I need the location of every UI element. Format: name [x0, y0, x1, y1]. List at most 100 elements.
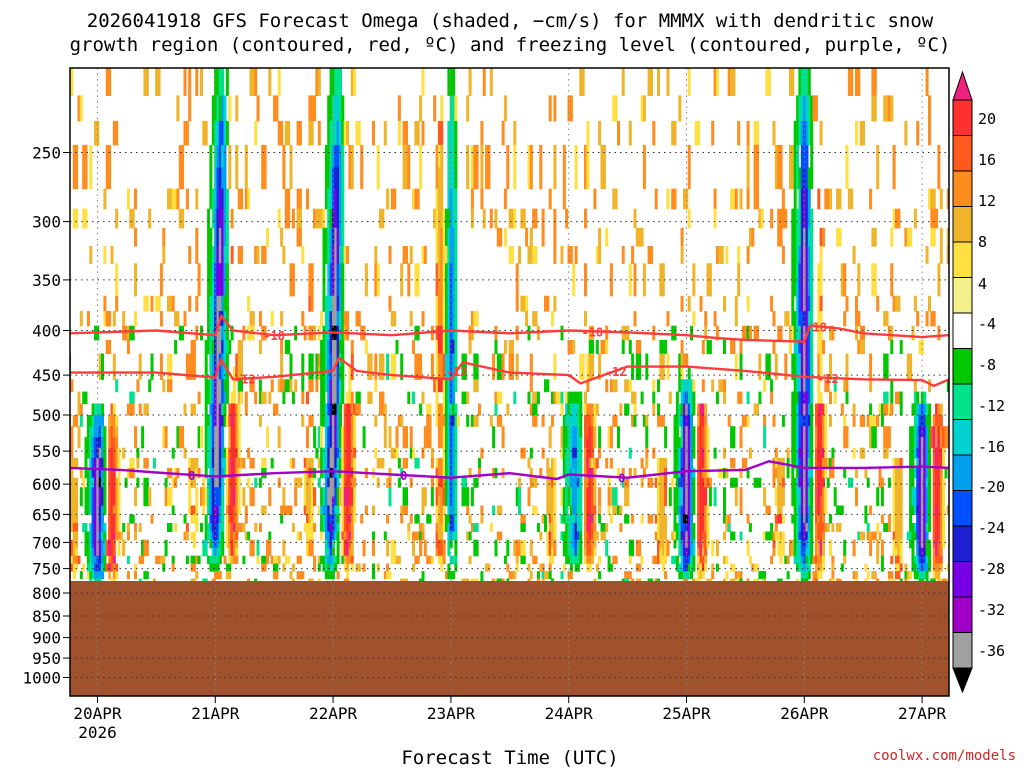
omega-cell [374, 279, 378, 297]
omega-cell [86, 547, 90, 557]
omega-cell [565, 531, 569, 541]
omega-cell [511, 208, 514, 229]
omega-cell [503, 339, 507, 355]
omega-cell [920, 496, 924, 507]
omega-cell [937, 144, 941, 168]
omega-cell [692, 539, 696, 549]
omega-cell [814, 531, 818, 541]
omega-cell [690, 457, 693, 469]
omega-cell [913, 571, 917, 580]
omega-cell [320, 487, 324, 498]
omega-cell [103, 555, 107, 565]
omega-cell [437, 246, 441, 264]
omega-cell [909, 487, 913, 498]
omega-cell [847, 188, 851, 210]
omega-cell [673, 457, 677, 469]
omega-cell [631, 415, 635, 427]
omega-cell [414, 514, 418, 524]
omega-cell [209, 467, 213, 479]
omega-cell [437, 279, 441, 297]
omega-cell [91, 467, 95, 479]
omega-cell [591, 366, 595, 380]
omega-cell [598, 496, 602, 507]
omega-cell [298, 555, 302, 565]
omega-cell [228, 457, 232, 469]
omega-cell [817, 263, 821, 281]
omega-cell [829, 391, 832, 405]
omega-cell [134, 563, 137, 572]
omega-cell [207, 426, 211, 438]
omega-cell [548, 563, 552, 572]
omega-cell [357, 120, 361, 146]
omega-cell [98, 555, 102, 565]
omega-cell [591, 437, 595, 449]
omega-cell [864, 563, 868, 572]
omega-cell [916, 531, 920, 541]
omega-cell [817, 514, 821, 524]
omega-cell [421, 68, 425, 96]
omega-cell [925, 426, 929, 438]
omega-cell [609, 487, 613, 498]
omega-cell [763, 379, 767, 393]
omega-cell [334, 208, 338, 229]
omega-cell [82, 391, 86, 405]
omega-cell [942, 514, 946, 524]
omega-cell [633, 467, 637, 479]
omega-cell [308, 120, 312, 146]
omega-cell [508, 339, 512, 355]
omega-cell [819, 555, 823, 565]
omega-cell [807, 547, 811, 557]
omega-cell [817, 523, 821, 532]
omega-cell [412, 563, 415, 572]
y-tick-label: 350 [32, 271, 61, 290]
omega-cell [763, 426, 767, 438]
omega-cell [134, 188, 137, 210]
omega-cell [739, 426, 743, 438]
omega-cell [774, 167, 778, 190]
omega-cell [261, 391, 265, 405]
omega-cell [223, 188, 227, 210]
omega-cell [145, 571, 149, 580]
omega-cell [329, 263, 333, 281]
omega-cell [614, 188, 618, 210]
omega-cell [819, 339, 823, 355]
omega-cell [812, 571, 816, 580]
omega-cell [294, 487, 298, 498]
omega-cell [657, 403, 660, 416]
omega-cell [661, 279, 665, 297]
omega-cell [683, 467, 686, 479]
omega-cell [230, 539, 234, 549]
omega-cell [155, 68, 159, 96]
omega-cell [218, 208, 222, 229]
omega-cell [251, 457, 255, 469]
omega-cell [480, 505, 484, 515]
omega-cell [793, 167, 797, 190]
omega-cell [798, 496, 802, 507]
omega-cell [353, 437, 357, 449]
omega-cell [268, 496, 272, 507]
omega-cell [685, 467, 689, 479]
omega-cell [973, 487, 976, 497]
omega-cell [591, 467, 595, 479]
omega-cell [621, 477, 625, 488]
omega-cell [572, 437, 576, 449]
omega-cell [468, 467, 472, 479]
omega-cell [204, 487, 208, 498]
omega-cell [152, 457, 156, 469]
omega-cell [916, 523, 920, 532]
omega-cell [857, 279, 861, 297]
omega-cell [225, 531, 229, 541]
omega-cell [687, 523, 691, 532]
omega-cell [482, 208, 486, 229]
omega-cell [661, 339, 665, 355]
omega-cell [336, 144, 340, 168]
omega-cell [343, 403, 347, 416]
omega-cell [339, 311, 342, 327]
omega-cell [282, 505, 286, 515]
omega-cell [204, 467, 208, 479]
omega-cell [683, 487, 686, 498]
omega-cell [329, 379, 333, 393]
omega-cell [810, 437, 814, 449]
omega-cell [169, 496, 173, 507]
omega-cell [678, 437, 682, 449]
